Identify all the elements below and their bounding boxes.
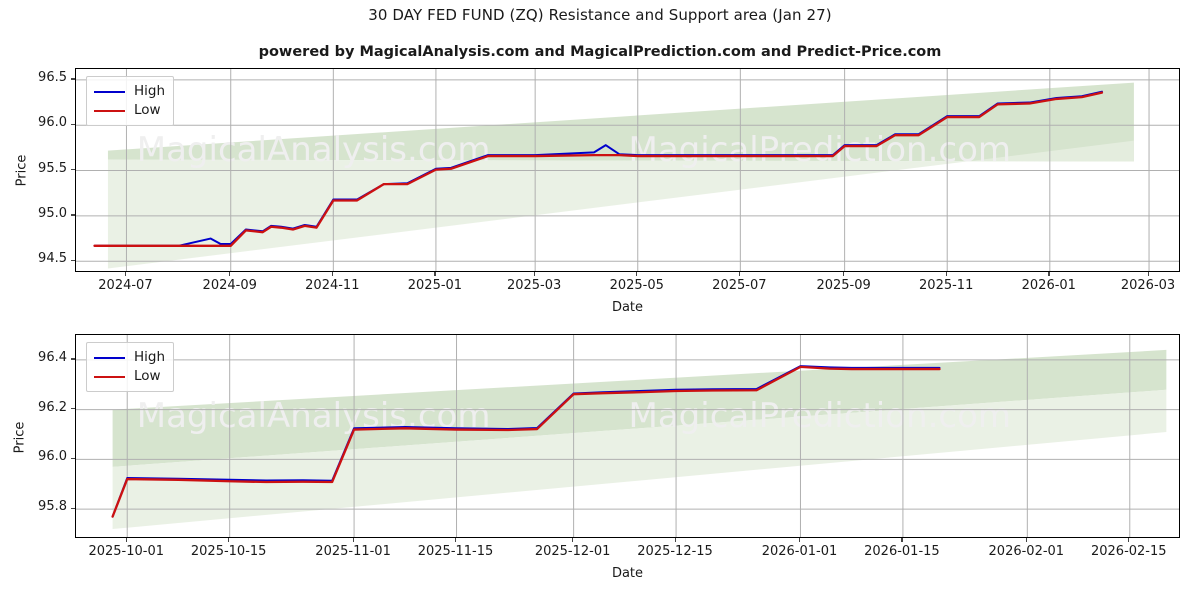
y-axis-tick-label: 95.5 [38, 160, 67, 176]
y-axis-tick-mark [71, 358, 75, 360]
y-axis-tick-mark [71, 259, 75, 261]
legend-label-high: High [134, 82, 166, 99]
x-axis-tick-label: 2025-01 [407, 278, 463, 293]
x-axis-tick-label: 2026-01-01 [761, 544, 838, 559]
series-line-low [93, 91, 1104, 247]
y-axis-tick-label: 96.2 [38, 399, 67, 415]
x-axis-tick-label: 2026-01 [1021, 278, 1076, 293]
x-axis-tick-label: 2026-03 [1120, 278, 1176, 293]
y-axis-tick-label: 96.5 [38, 69, 67, 85]
x-axis-tick-mark [738, 272, 741, 276]
watermark-magicalprediction: MagicalPrediction.com [629, 396, 1012, 436]
x-axis-tick-label: 2024-11 [305, 278, 360, 293]
x-axis-tick-label: 2025-11-15 [417, 544, 494, 559]
x-axis-tick-mark [124, 272, 127, 276]
y-axis-tick-label: 96.4 [38, 349, 67, 365]
legend-row-low: Low [94, 367, 165, 386]
x-axis-tick-mark [228, 538, 230, 542]
y-axis-tick-label: 95.8 [38, 499, 67, 515]
upper-chart-canvas: MagicalAnalysis.com MagicalPrediction.com [76, 69, 1179, 271]
x-axis-tick-label: 2025-11-01 [315, 544, 391, 559]
y-axis-tick-mark [71, 78, 75, 80]
x-axis-tick-mark [843, 272, 845, 276]
lower-chart-plot-area[interactable]: MagicalAnalysis.com MagicalPrediction.com [75, 334, 1180, 538]
y-axis-tick-mark [71, 214, 75, 216]
legend-swatch-low [94, 109, 125, 112]
y-axis-tick-label: 95.0 [38, 205, 67, 221]
upper-chart-plot-area[interactable]: MagicalAnalysis.com MagicalPrediction.com [75, 68, 1180, 272]
watermark-magicalanalysis: MagicalAnalysis.com [137, 130, 491, 170]
x-axis-tick-mark [572, 538, 574, 542]
watermark-magicalprediction: MagicalPrediction.com [629, 130, 1012, 170]
y-axis-tick-mark [71, 408, 75, 410]
y-axis-tick-mark [71, 123, 75, 125]
x-axis-tick-mark [636, 272, 638, 276]
x-axis-tick-mark [901, 538, 903, 542]
legend-label-low: Low [134, 367, 161, 384]
x-axis-tick-label: 2025-07 [712, 278, 767, 293]
legend-label-high: High [134, 348, 166, 365]
x-axis-tick-mark [533, 272, 535, 276]
series-line-low [111, 365, 941, 518]
x-axis-tick-mark [434, 272, 436, 276]
x-axis-tick-label: 2025-05 [609, 278, 664, 293]
x-axis-tick-mark [1025, 538, 1027, 542]
x-axis-tick-mark [125, 538, 127, 542]
y-axis-tick-mark [71, 507, 75, 509]
x-axis-tick-label: 2026-02-01 [988, 544, 1065, 559]
x-axis-tick-label: 2025-11 [919, 278, 974, 293]
x-axis-tick-mark [229, 272, 231, 276]
lower-chart-canvas: MagicalAnalysis.com MagicalPrediction.com [76, 335, 1179, 537]
x-axis-tick-label: 2024-07 [98, 278, 153, 293]
legend-swatch-high [94, 90, 125, 93]
x-axis-tick-mark [674, 538, 676, 542]
upper-chart-legend: High Low [86, 76, 175, 126]
page-subtitle: powered by MagicalAnalysis.com and Magic… [258, 44, 942, 60]
x-axis-tick-label: 2024-09 [202, 278, 257, 293]
x-axis-tick-label: 2026-02-15 [1090, 544, 1167, 559]
x-axis-tick-mark [455, 538, 457, 542]
x-axis-tick-mark [1048, 272, 1050, 276]
y-axis-tick-label: 96.0 [38, 115, 67, 131]
y-axis-tick-label: 96.0 [38, 449, 67, 465]
x-axis-tick-mark [331, 272, 334, 276]
x-axis-tick-label: 2025-12-15 [637, 544, 713, 559]
y-axis-tick-mark [71, 169, 75, 171]
upper-chart-x-axis-label: Date [611, 300, 644, 315]
y-axis-tick-label: 94.5 [38, 251, 67, 267]
x-axis-tick-mark [945, 272, 947, 276]
x-axis-tick-label: 2025-03 [506, 278, 562, 293]
x-axis-tick-mark [352, 538, 354, 542]
legend-label-low: Low [134, 101, 161, 118]
x-axis-tick-mark [1128, 538, 1130, 542]
legend-swatch-high [94, 356, 125, 359]
x-axis-tick-label: 2025-10-15 [190, 544, 267, 559]
lower-chart-x-axis-label: Date [611, 566, 644, 581]
legend-row-high: High [94, 82, 165, 101]
lower-chart-legend: High Low [86, 342, 175, 392]
x-axis-tick-mark [798, 538, 801, 542]
y-axis-tick-mark [71, 457, 75, 460]
x-axis-tick-label: 2025-10-01 [88, 544, 164, 559]
x-axis-tick-label: 2025-09 [816, 278, 871, 293]
x-axis-tick-label: 2026-01-15 [864, 544, 940, 559]
legend-row-low: Low [94, 101, 165, 120]
x-axis-tick-label: 2025-12-01 [534, 544, 611, 559]
page-title: 30 DAY FED FUND (ZQ) Resistance and Supp… [368, 6, 832, 24]
legend-swatch-low [94, 375, 125, 378]
x-axis-tick-mark [1147, 272, 1149, 276]
legend-row-high: High [94, 348, 165, 367]
